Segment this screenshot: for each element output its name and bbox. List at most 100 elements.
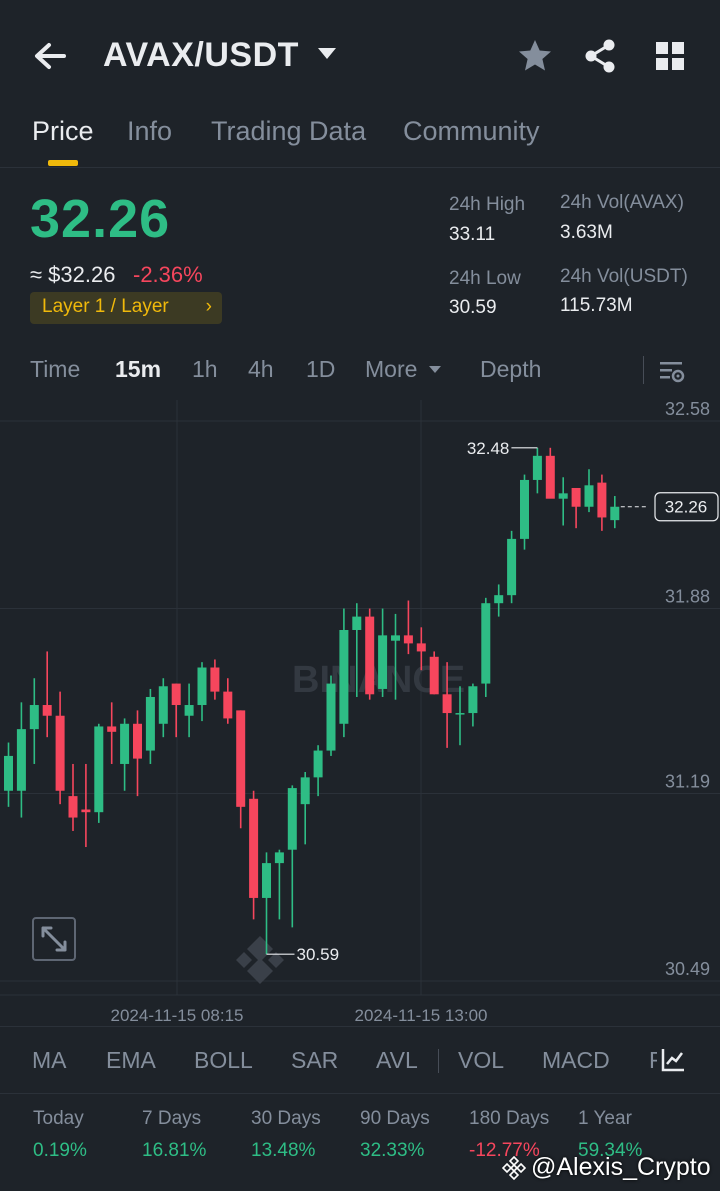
- category-tag[interactable]: Layer 1 / Layer ›: [30, 292, 222, 324]
- candle: [378, 635, 388, 689]
- interval-time[interactable]: Time: [30, 356, 81, 382]
- perf-value-30d: 13.48%: [251, 1140, 316, 1161]
- low-value: 30.59: [449, 297, 497, 318]
- tab-trading-data[interactable]: Trading Data: [211, 116, 367, 146]
- candle: [171, 683, 181, 706]
- interval-more[interactable]: More: [365, 356, 418, 382]
- candle: [339, 629, 349, 724]
- indicator-ema[interactable]: EMA: [106, 1047, 156, 1073]
- candle: [133, 723, 142, 759]
- binance-logo-icon: [236, 936, 284, 984]
- interval-bar: Time 15m 1h 4h 1D More Depth: [0, 350, 720, 398]
- candle: [429, 656, 439, 695]
- arrow-left-icon[interactable]: [30, 36, 70, 76]
- candle: [29, 705, 39, 730]
- indicator-partial[interactable]: R: [649, 1047, 657, 1074]
- chart-settings-icon[interactable]: [658, 358, 686, 386]
- candle: [158, 686, 168, 724]
- candle: [391, 635, 400, 641]
- perf-label-1y: 1 Year: [578, 1108, 632, 1129]
- indicator-sar[interactable]: SAR: [291, 1047, 339, 1073]
- binance-logo-icon: [502, 1156, 526, 1180]
- y-tick-label: 31.19: [665, 771, 710, 791]
- binance-watermark: BINANCE: [236, 659, 465, 984]
- high-label: 24h High: [449, 194, 526, 215]
- tab-price[interactable]: Price: [32, 116, 94, 146]
- perf-value-today: 0.19%: [33, 1140, 87, 1161]
- divider: [643, 356, 644, 384]
- vol-quote-label: 24h Vol(USDT): [560, 266, 688, 287]
- current-price-label: 32.26: [665, 498, 708, 517]
- candle: [416, 643, 426, 652]
- candle: [249, 798, 259, 898]
- candle: [223, 691, 233, 719]
- candle: [326, 683, 336, 751]
- perf-value-180d: -12.77%: [469, 1140, 540, 1161]
- perf-label-7d: 7 Days: [142, 1108, 202, 1129]
- indicator-ma[interactable]: MA: [32, 1047, 67, 1073]
- current-price-tag: [654, 492, 719, 522]
- last-price: 32.26: [30, 189, 171, 249]
- candle: [442, 694, 452, 714]
- chevron-right-icon: ›: [205, 296, 212, 317]
- candle: [468, 686, 478, 714]
- interval-1d[interactable]: 1D: [306, 356, 336, 382]
- indicator-settings-icon[interactable]: [660, 1047, 686, 1073]
- chart-canvas[interactable]: BINANCE 32.58 31.88 31.19 30.49 2024-11-15 0…: [0, 400, 720, 1026]
- candle: [107, 726, 117, 732]
- x-tick-label: 2024-11-15 08:15: [111, 1006, 244, 1025]
- indicator-avl[interactable]: AVL: [376, 1047, 418, 1073]
- author-watermark: @Alexis_Crypto: [531, 1153, 711, 1181]
- indicator-vol[interactable]: VOL: [458, 1047, 505, 1073]
- depth-tab[interactable]: Depth: [480, 356, 542, 382]
- candle: [403, 635, 413, 644]
- candlestick-chart[interactable]: BINANCE 32.58 31.88 31.19 30.49 2024-11-15 0…: [0, 400, 720, 1026]
- perf-label-90d: 90 Days: [360, 1108, 430, 1129]
- chart-labels: 32.58 31.88 31.19 30.49 2024-11-15 08:15 2024…: [111, 400, 719, 1025]
- candle: [545, 455, 555, 499]
- interval-4h[interactable]: 4h: [248, 356, 274, 382]
- indicator-macd[interactable]: MACD: [542, 1047, 610, 1073]
- share-icon[interactable]: [580, 36, 620, 76]
- candle: [236, 710, 246, 807]
- candle: [4, 755, 13, 791]
- tab-info[interactable]: Info: [127, 116, 173, 146]
- candle: [262, 863, 271, 898]
- candle: [494, 595, 504, 604]
- tab-community[interactable]: Community: [403, 116, 540, 146]
- candles: [4, 447, 620, 955]
- x-tick-label: 2024-11-15 13:00: [355, 1006, 488, 1025]
- candle: [313, 750, 323, 778]
- candle: [520, 479, 529, 539]
- candle: [300, 777, 310, 805]
- top-bar: AVAX/USDT: [0, 0, 720, 110]
- grid-icon[interactable]: [650, 36, 690, 76]
- perf-label-30d: 30 Days: [251, 1108, 321, 1129]
- caret-down-icon: [429, 366, 441, 373]
- chevron-down-icon[interactable]: [318, 48, 336, 59]
- vol-base-value: 3.63M: [560, 222, 613, 243]
- star-icon[interactable]: [515, 36, 555, 76]
- candle: [197, 667, 207, 706]
- candle: [352, 616, 362, 630]
- candle: [481, 603, 491, 684]
- candle: [184, 705, 194, 716]
- candle: [42, 705, 52, 716]
- vol-base-label: 24h Vol(AVAX): [560, 192, 684, 213]
- candle: [365, 616, 375, 695]
- candle: [455, 713, 465, 715]
- pair-title[interactable]: AVAX/USDT: [103, 36, 299, 74]
- candle: [68, 796, 78, 818]
- interval-1h[interactable]: 1h: [192, 356, 218, 382]
- usd-equivalent: ≈ $32.26: [30, 262, 116, 287]
- indicator-boll[interactable]: BOLL: [194, 1047, 253, 1073]
- perf-value-7d: 16.81%: [142, 1140, 207, 1161]
- candle: [532, 455, 542, 480]
- high-marker-label: 32.48: [467, 439, 510, 458]
- vol-quote-value: 115.73M: [560, 295, 633, 316]
- candle: [584, 485, 594, 507]
- fullscreen-icon[interactable]: [32, 917, 76, 961]
- candle: [597, 482, 607, 518]
- interval-15m[interactable]: 15m: [115, 356, 162, 382]
- price-change: -2.36%: [133, 262, 203, 287]
